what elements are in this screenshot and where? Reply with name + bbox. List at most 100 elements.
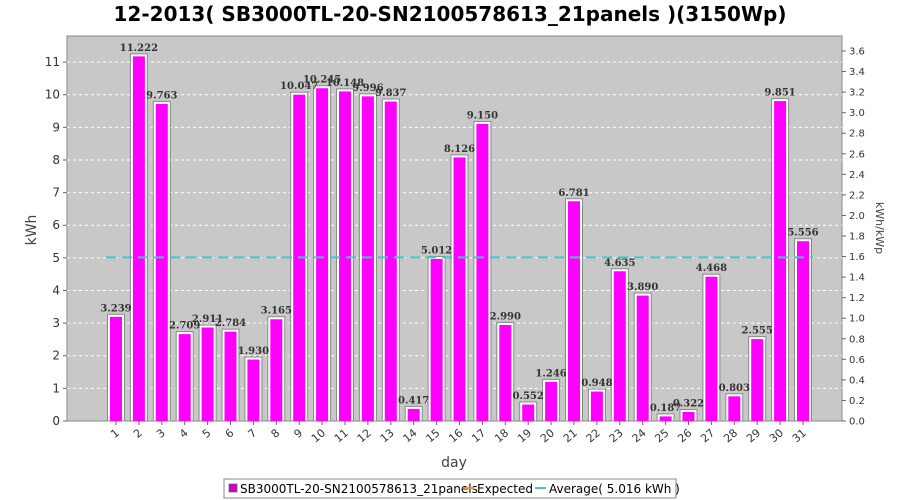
y-tick-label: 7 [52,186,60,200]
x-tick-label: 12 [355,426,374,445]
bar [613,271,626,421]
y2-tick-label: 1.6 [849,252,865,263]
bar [201,327,214,421]
x-tick-label: 7 [246,426,260,440]
bar [316,88,329,421]
x-tick-label: 28 [721,426,740,445]
data-label: 0.187 [650,403,681,414]
bar [155,103,168,422]
y-axis: 0 1 2 3 4 5 6 7 8 9 10 11 [45,55,67,428]
y2-tick-label: 3.0 [849,108,865,119]
x-tick-label: 22 [584,426,603,445]
bar [682,411,695,421]
bar [224,331,237,421]
y-tick-label: 3 [52,316,60,330]
bar [476,123,489,422]
y-tick-label: 1 [52,381,60,395]
bars [107,53,812,422]
bar [270,319,283,421]
data-label: 2.709 [169,321,200,332]
data-label: 5.556 [787,228,818,239]
y-tick-label: 2 [52,349,60,363]
data-label: 1.930 [238,346,269,357]
y2-tick-label: 0.4 [849,375,865,386]
x-tick-label: 25 [652,426,671,445]
y2-tick-label: 1.0 [849,314,865,325]
x-tick-label: 17 [469,426,488,445]
data-label: 0.803 [719,383,750,394]
x-tick-label: 27 [698,426,717,445]
x-axis: 1 2 3 4 5 6 7 8 9 10 11 12 13 14 15 16 17 18 19 20 21 22 23 24 2… [108,421,809,445]
bar [247,359,260,421]
y2-tick-label: 3.2 [849,88,865,99]
x-tick-label: 21 [561,426,580,445]
y2-tick-label: 2.0 [849,211,865,222]
data-label: 0.552 [513,391,544,402]
y-tick-label: 6 [52,218,60,232]
y-tick-label: 11 [45,55,60,69]
x-tick-label: 2 [131,426,145,440]
x-tick-label: 19 [515,426,534,445]
y-tick-label: 5 [52,251,60,265]
data-label: 4.635 [604,258,635,269]
bar [797,241,809,421]
data-label: 0.948 [581,378,612,389]
data-label: 2.784 [215,318,246,329]
y2-tick-label: 2.2 [849,190,865,201]
x-tick-label: 14 [401,426,420,445]
x-tick-label: 23 [607,426,626,445]
data-label: 10.148 [326,78,364,89]
x-tick-label: 1 [108,426,122,440]
y-tick-label: 0 [52,414,60,428]
data-label: 3.890 [627,282,658,293]
bar [545,381,558,421]
x-tick-label: 5 [200,426,214,440]
bar [590,391,603,421]
y2-tick-label: 1.2 [849,293,865,304]
data-label: 10.245 [303,75,341,86]
y2-tick-label: 3.6 [849,47,865,58]
x-tick-label: 9 [291,426,305,440]
y2-tick-label: 0.6 [849,355,865,366]
data-label: 9.996 [352,83,383,94]
bar [178,334,191,421]
x-tick-label: 15 [423,426,442,445]
x-tick-label: 11 [332,426,351,445]
y-tick-label: 8 [52,153,60,167]
legend: SB3000TL-20-SN2100578613_21panels Expect… [223,478,680,499]
x-tick-label: 13 [378,426,397,445]
bar [430,258,443,421]
x-tick-label: 24 [630,426,649,445]
bar [453,157,466,421]
bar [636,295,649,421]
x-tick-label: 18 [492,426,511,445]
x-tick-label: 4 [177,426,191,440]
x-tick-label: 6 [223,426,237,440]
y2-tick-label: 1.8 [849,232,865,243]
data-label: 9.851 [764,88,795,99]
y2-axis: 0.0 0.2 0.4 0.6 0.8 1.0 1.2 1.4 1.6 1.8 2.0 2.2 2.4 2… [842,47,865,428]
data-label: 10.047 [280,81,318,92]
y2-tick-label: 3.4 [849,67,865,78]
data-label: 8.126 [444,144,475,155]
data-label: 3.165 [261,306,292,317]
bar [110,316,122,421]
data-label: 5.012 [421,245,452,256]
data-label: 1.246 [535,368,566,379]
y-tick-label: 4 [52,283,60,297]
legend-item-expected: Expected [477,482,533,496]
data-label: 2.911 [192,314,223,325]
data-label: 0.417 [398,395,429,406]
data-label: 9.763 [146,90,177,101]
data-label: 6.781 [558,188,589,199]
x-tick-label: 16 [446,426,465,445]
y2-tick-label: 1.4 [849,273,865,284]
chart-title: 12-2013( SB3000TL-20-SN2100578613_21pane… [114,2,787,26]
data-label: 9.837 [375,88,406,99]
bar [407,408,420,421]
bar [361,96,374,422]
x-tick-label: 20 [538,426,557,445]
bar [132,56,145,422]
